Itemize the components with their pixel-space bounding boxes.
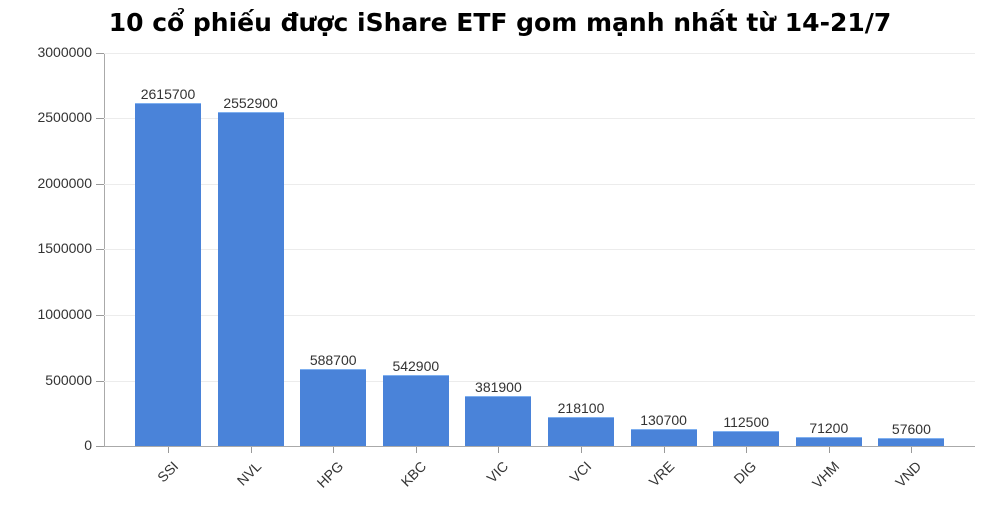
x-tick-mark xyxy=(829,447,830,453)
bar-value-label: 57600 xyxy=(891,421,931,438)
y-tick-mark xyxy=(96,118,104,119)
bar-vhm xyxy=(795,436,862,446)
x-tick-label: DIG xyxy=(730,458,760,487)
x-tick-label: VCI xyxy=(566,458,595,486)
gridline xyxy=(104,249,975,250)
bar-value-label: 542900 xyxy=(392,357,440,374)
bar-chart: 3000000 2500000 2000000 1500000 1000000 50000… xyxy=(37,44,975,491)
x-tick-mark xyxy=(251,447,252,453)
bar-value-label: 218100 xyxy=(557,400,605,417)
bar-ssi xyxy=(135,103,201,446)
gridline xyxy=(104,315,975,316)
gridline xyxy=(104,53,975,54)
bar-value-label: 130700 xyxy=(640,411,687,428)
x-tick-label: VRE xyxy=(645,458,677,490)
x-tick-mark xyxy=(498,447,499,453)
bar-value-label: 112500 xyxy=(723,414,770,431)
y-tick-label: 1500000 xyxy=(37,240,92,256)
x-tick-mark xyxy=(333,447,334,453)
x-tick-label: SSI xyxy=(154,458,182,486)
bar-vci xyxy=(548,417,614,446)
gridline xyxy=(104,118,975,119)
bar-kbc xyxy=(382,374,449,446)
y-tick-label: 1000000 xyxy=(37,306,92,322)
y-tick-mark xyxy=(96,446,104,447)
bar-hpg xyxy=(300,368,367,446)
y-tick-mark xyxy=(96,53,104,54)
y-tick-mark xyxy=(96,249,104,250)
x-tick-mark xyxy=(168,447,169,453)
bar-value-label: 71200 xyxy=(809,419,849,436)
x-axis xyxy=(104,446,975,447)
x-tick-label: KBC xyxy=(397,458,430,490)
x-tick-mark xyxy=(416,447,417,453)
bar-vic xyxy=(465,395,532,446)
y-tick-label: 0 xyxy=(84,437,92,453)
y-tick-mark xyxy=(96,315,104,316)
bar-value-label: 2552900 xyxy=(223,94,278,111)
x-tick-label: VND xyxy=(892,458,925,491)
y-tick-label: 500000 xyxy=(45,372,92,388)
y-tick-mark xyxy=(96,184,104,185)
y-tick-label: 3000000 xyxy=(37,44,92,60)
x-tick-label: HPG xyxy=(313,458,347,491)
y-tick-mark xyxy=(96,381,104,382)
bar-value-label: 588700 xyxy=(309,351,357,368)
x-tick-label: VHM xyxy=(808,458,843,492)
x-tick-mark xyxy=(664,447,665,453)
y-tick-label: 2000000 xyxy=(37,175,92,191)
x-tick-label: NVL xyxy=(233,458,264,489)
x-tick-mark xyxy=(581,447,582,453)
bar-value-label: 381900 xyxy=(475,378,522,395)
x-tick-label: VIC xyxy=(483,458,512,486)
bar-nvl xyxy=(217,111,284,446)
chart-title: 10 cổ phiếu được iShare ETF gom mạnh nhấ… xyxy=(108,8,892,37)
y-tick-label: 2500000 xyxy=(37,109,92,125)
bar-vre xyxy=(630,428,697,446)
gridline xyxy=(104,184,975,185)
bar-vnd xyxy=(878,438,945,446)
bar-value-label: 2615700 xyxy=(140,86,196,103)
bar-dig xyxy=(713,431,780,446)
x-tick-mark xyxy=(911,447,912,453)
gridline xyxy=(104,381,975,382)
y-axis xyxy=(104,53,105,447)
x-tick-mark xyxy=(746,447,747,453)
